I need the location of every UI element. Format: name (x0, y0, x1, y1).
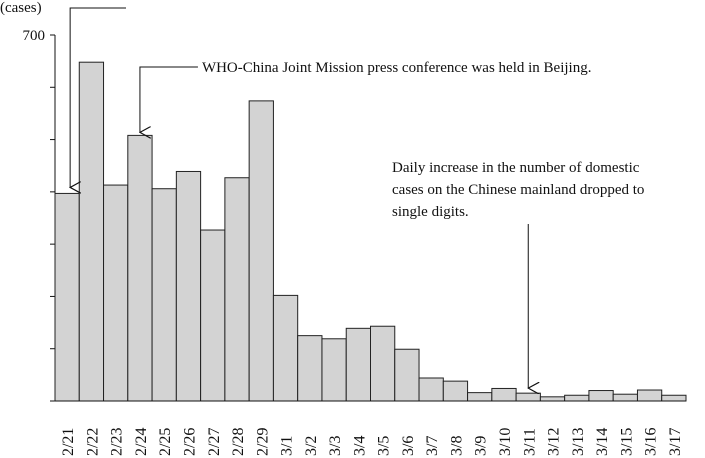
x-tick-label: 2/25 (157, 428, 174, 456)
x-tick-label: 3/10 (497, 428, 514, 456)
bar-3-2 (297, 335, 323, 402)
y-axis-label: (cases) (0, 0, 42, 16)
bars (54, 61, 687, 402)
bar-3-13 (564, 394, 590, 402)
bar-3-17 (661, 394, 687, 402)
bar-3-16 (636, 389, 663, 402)
x-tick-label: 3/12 (546, 428, 563, 456)
annotation-single-digits-line-2: cases on the Chinese mainland dropped to (392, 182, 644, 198)
x-tick-label: 2/29 (254, 428, 271, 456)
x-tick-label: 3/16 (643, 428, 660, 456)
x-tick-label: 3/13 (570, 428, 587, 456)
annotation-first-day (70, 7, 126, 187)
bar-3-7 (418, 377, 444, 402)
bar-2-28 (224, 177, 250, 402)
x-tick-label: 3/1 (279, 436, 296, 456)
x-tick-label: 2/21 (60, 428, 77, 456)
annotation-first-day-arrow (70, 7, 126, 187)
bar-3-8 (442, 380, 469, 402)
x-tick-label: 3/14 (594, 428, 611, 456)
x-tick-label: 3/8 (448, 436, 465, 456)
bar-3-5 (370, 325, 396, 402)
x-tick-label: 2/28 (230, 428, 247, 456)
annotation-single-digits-line-3: single digits. (392, 204, 469, 220)
x-tick-label: 2/26 (181, 428, 198, 456)
annotation-single-digits: Daily increase in the number of domestic… (392, 160, 644, 388)
bar-3-12 (539, 396, 566, 402)
annotation-who-china-text: WHO-China Joint Mission press conference… (202, 60, 592, 76)
bar-3-4 (345, 327, 372, 402)
x-tick-label: 2/27 (206, 428, 223, 456)
x-tick-label: 3/6 (400, 436, 417, 456)
bar-2-21 (54, 192, 80, 402)
annotation-who-china-arrow (140, 66, 198, 132)
bar-3-15 (612, 393, 638, 402)
x-tick-label: 3/9 (473, 436, 490, 456)
bar-3-11 (515, 392, 541, 402)
bar-3-9 (467, 392, 493, 402)
x-tick-label: 2/22 (84, 428, 101, 456)
x-axis-tick-labels: 2/21 2/22 2/23 2/24 2/25 2/26 2/27 2/28 2/29 3/1 3… (60, 428, 684, 456)
bar-2-22 (78, 61, 105, 402)
annotation-single-digits-line-1: Daily increase in the number of domestic (392, 160, 640, 176)
x-tick-label: 3/3 (327, 436, 344, 456)
x-tick-label: 3/11 (521, 428, 538, 456)
x-tick-label: 3/17 (667, 428, 684, 456)
x-tick-label: 3/5 (376, 436, 393, 456)
bar-2-23 (103, 184, 129, 402)
annotation-who-china: WHO-China Joint Mission press conference… (140, 60, 592, 132)
bar-3-14 (588, 390, 614, 402)
bar-3-6 (394, 348, 420, 402)
bar-3-1 (272, 294, 299, 402)
bar-2-29 (248, 100, 274, 402)
bar-2-26 (175, 170, 202, 402)
y-axis: 700 (23, 28, 56, 402)
x-tick-label: 3/7 (424, 436, 441, 456)
bar-2-25 (151, 188, 177, 402)
bar-3-10 (491, 387, 517, 402)
bar-3-3 (321, 338, 347, 402)
x-tick-label: 3/4 (351, 436, 368, 456)
bar-2-24 (127, 134, 153, 402)
bar-2-27 (200, 229, 226, 402)
x-tick-label: 2/24 (133, 428, 150, 456)
y-tick-label: 700 (23, 28, 46, 44)
x-tick-label: 3/2 (303, 436, 320, 456)
x-tick-label: 2/23 (109, 428, 126, 456)
x-tick-label: 3/15 (618, 428, 635, 456)
